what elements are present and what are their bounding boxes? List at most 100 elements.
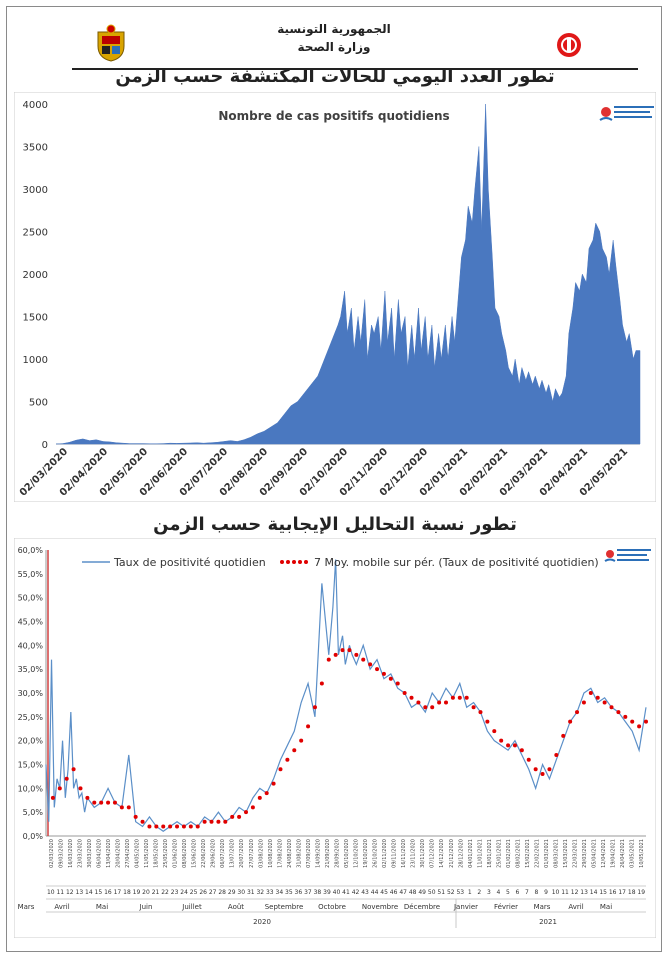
week-number-label: 39 <box>323 889 331 896</box>
moving-average-point <box>402 691 407 695</box>
x-tick-label: 29/06/2020 <box>211 839 217 868</box>
republic-name: الجمهورية التونسية <box>277 22 391 36</box>
month-label: Mars <box>534 903 551 911</box>
week-number-label: 41 <box>342 889 350 896</box>
y-tick-label: 55,0% <box>18 570 44 579</box>
x-tick-label: 14/12/2020 <box>439 839 445 868</box>
x-tick-group: 01/02/2021 <box>506 839 512 868</box>
week-number-label: 6 <box>516 889 520 896</box>
x-tick-group: 10/08/2020 <box>268 839 274 868</box>
legend-label-moving-average: 7 Moy. mobile sur pér. (Taux de positivi… <box>314 556 599 569</box>
x-tick-group: 29/06/2020 <box>211 839 217 868</box>
week-number-label: 34 <box>276 889 284 896</box>
week-number-label: 44 <box>371 889 379 896</box>
week-number-label: 51 <box>437 889 445 896</box>
moving-average-point <box>285 757 290 762</box>
x-tick-group: 27/04/2020 <box>125 839 131 868</box>
x-tick-label: 25/01/2021 <box>496 839 502 868</box>
moving-average-point <box>85 795 90 800</box>
month-label: Juillet <box>181 903 202 911</box>
y-tick-label: 1500 <box>23 313 48 324</box>
daily-cases-area <box>55 103 641 445</box>
moving-average-point <box>602 700 607 705</box>
y-tick-label: 25,0% <box>18 713 44 722</box>
moving-average-point <box>202 819 207 824</box>
moving-average-point <box>119 805 124 810</box>
x-tick-group: 08/02/2021 <box>515 839 521 868</box>
week-number-label: 53 <box>456 889 464 896</box>
x-tick-group: 19/10/2020 <box>363 839 369 868</box>
moving-average-point <box>347 648 352 653</box>
x-tick-group: 12/04/2021 <box>601 839 607 868</box>
week-number-label: 15 <box>95 889 103 896</box>
week-number-label: 9 <box>544 889 548 896</box>
x-tick-group: 22/06/2020 <box>201 839 207 868</box>
x-tick-label: 02/03/2020 <box>49 839 55 868</box>
week-number-label: 28 <box>218 889 226 896</box>
x-tick-label: 28/12/2020 <box>458 839 464 868</box>
moving-average-point <box>147 824 152 829</box>
legend-dot-swatch <box>304 560 308 564</box>
month-label: Octobre <box>318 903 346 911</box>
x-tick-group: 03/08/2020 <box>258 839 264 868</box>
x-tick-group: 14/09/2020 <box>315 839 321 868</box>
x-tick-label: 11/01/2021 <box>477 839 483 868</box>
moving-average-point <box>416 700 421 705</box>
x-tick-label: 11/05/2020 <box>144 839 150 868</box>
moving-average-point <box>423 705 428 710</box>
moving-average-point <box>230 814 235 819</box>
moving-average-point <box>540 772 545 777</box>
week-number-label: 14 <box>85 889 93 896</box>
x-tick-label: 21/09/2020 <box>325 839 331 868</box>
daily-positivity-line <box>45 559 647 832</box>
x-tick-group: 31/08/2020 <box>296 839 302 868</box>
moving-average-point <box>271 781 276 786</box>
moving-average-point <box>250 805 255 810</box>
x-tick-group: 08/03/2021 <box>554 839 560 868</box>
week-number-label: 13 <box>76 889 84 896</box>
moving-average-point <box>354 652 359 657</box>
moving-average-point <box>223 819 228 824</box>
week-number-label: 49 <box>418 889 426 896</box>
x-tick-group: 16/11/2020 <box>401 839 407 868</box>
moving-average-point <box>50 795 55 800</box>
x-tick-label: 07/12/2020 <box>430 839 436 868</box>
x-tick-group: 01/03/2021 <box>544 839 550 868</box>
moving-average-point <box>140 819 145 824</box>
week-number-label: 46 <box>390 889 398 896</box>
week-number-label: 22 <box>161 889 169 896</box>
moving-average-point <box>168 824 173 829</box>
moving-average-point <box>126 805 131 810</box>
x-tick-group: 09/11/2020 <box>392 839 398 868</box>
x-tick-label: 05/10/2020 <box>344 839 350 868</box>
x-tick-group: 02/03/2020 <box>49 839 55 868</box>
y-tick-label: 45,0% <box>18 618 44 627</box>
moving-average-point <box>257 795 262 800</box>
x-tick-label: 06/07/2020 <box>220 839 226 868</box>
moving-average-point <box>306 724 311 729</box>
moving-average-point <box>526 757 531 762</box>
x-tick-label: 28/09/2020 <box>334 839 340 868</box>
y-tick-label: 3500 <box>23 143 48 154</box>
x-tick-group: 09/03/2020 <box>58 839 64 868</box>
x-tick-label: 31/08/2020 <box>296 839 302 868</box>
moving-average-point <box>554 752 559 757</box>
x-tick-label: 04/01/2021 <box>468 839 474 868</box>
moving-average-point <box>381 671 386 676</box>
x-tick-label: 15/06/2020 <box>192 839 198 868</box>
week-number-label: 12 <box>66 889 74 896</box>
x-tick-group: 05/04/2021 <box>592 839 598 868</box>
week-number-label: 13 <box>580 889 588 896</box>
moving-average-point <box>175 824 180 829</box>
moving-average-point <box>361 657 366 662</box>
moving-average-point <box>644 719 648 724</box>
x-tick-group: 07/09/2020 <box>306 839 312 868</box>
month-label: Mars <box>18 903 35 911</box>
x-tick-group: 08/06/2020 <box>182 839 188 868</box>
x-tick-label: 07/09/2020 <box>306 839 312 868</box>
week-number-label: 48 <box>409 889 417 896</box>
x-tick-group: 18/01/2021 <box>487 839 493 868</box>
week-number-label: 20 <box>142 889 150 896</box>
x-tick-label: 25/05/2020 <box>163 839 169 868</box>
x-tick-group: 24/08/2020 <box>287 839 293 868</box>
